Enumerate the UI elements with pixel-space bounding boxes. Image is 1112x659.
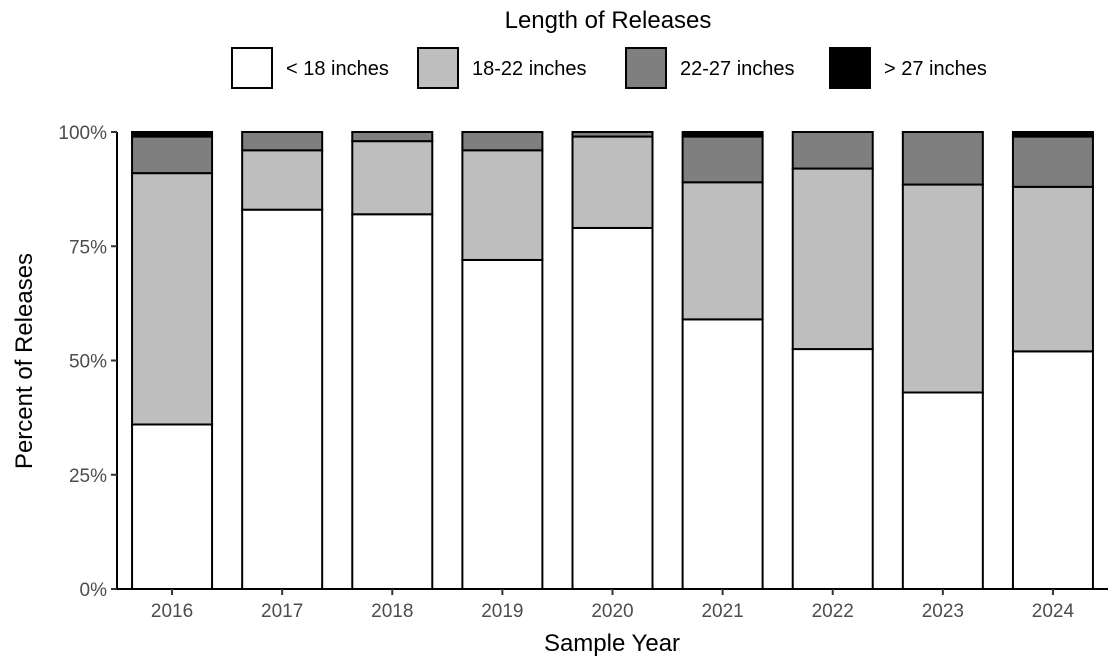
bar-stack-2018 [351,131,434,590]
bar-segment [571,131,654,138]
bar-stack-2021 [681,131,764,590]
bar-segment [571,135,654,229]
legend: Length of Releases < 18 inches 18-22 inch… [231,7,987,89]
x-tick-label: 2021 [701,601,743,622]
bar-segment [131,131,214,138]
legend-swatch [829,47,871,89]
legend-swatch [231,47,273,89]
legend-swatch [417,47,459,89]
bar-segment [901,183,984,394]
bar-segment [241,131,324,152]
bar-stack-2023 [901,131,984,590]
bar-segment [241,149,324,211]
x-tick-label: 2016 [151,601,193,622]
bar-segment [791,131,874,170]
y-tick-label: 25% [69,466,107,487]
legend-title: Length of Releases [505,7,712,34]
bar-segment [1011,185,1094,353]
y-axis-title: Percent of Releases [11,253,38,469]
y-tick-label: 75% [69,237,107,258]
x-axis-title: Sample Year [544,630,680,657]
bar-segment [351,213,434,590]
legend-label: > 27 inches [884,58,987,80]
legend-label: 22-27 inches [680,58,795,80]
x-tick-label: 2020 [591,601,633,622]
x-tick-label: 2022 [812,601,854,622]
bar-segment [461,131,544,152]
bar-segment [791,348,874,591]
legend-label: 18-22 inches [472,58,587,80]
bar-segment [351,140,434,216]
legend-item: > 27 inches [829,47,987,89]
bar-segment [1011,350,1094,590]
bar-segment [241,208,324,590]
bar-segment [681,181,764,321]
bar-stack-2024 [1011,131,1094,590]
x-tick-label: 2024 [1032,601,1075,622]
bar-segment [131,423,214,591]
x-tick-label: 2023 [922,601,964,622]
bar-segment [131,172,214,426]
bar-segment [681,131,764,138]
bar-stack-2022 [791,131,874,591]
x-axis: 2016 2017 2018 2019 2020 2021 2022 2023 2024 [117,588,1108,622]
bar-stack-2017 [241,131,324,590]
x-tick-label: 2019 [481,601,523,622]
bar-segment [1011,135,1094,188]
bar-segment [1011,131,1094,138]
legend-label: < 18 inches [286,58,389,80]
bar-segment [461,149,544,261]
bar-segment [901,391,984,590]
bar-stack-2019 [461,131,544,590]
legend-swatch [625,47,667,89]
bar-stack-2016 [131,131,214,591]
bar-segment [571,226,654,590]
bar-stack-2020 [571,131,654,590]
bar-segment [461,258,544,590]
x-tick-label: 2018 [371,601,413,622]
bar-segment [681,318,764,590]
bars [131,131,1094,591]
bar-segment [901,131,984,186]
x-tick-label: 2017 [261,601,303,622]
legend-items: < 18 inches 18-22 inches 22-27 inches > 27 … [231,47,987,89]
y-tick-label: 100% [58,123,107,144]
bar-segment [791,167,874,351]
y-tick-label: 50% [69,352,107,373]
legend-item: < 18 inches [231,47,389,89]
y-tick-label: 0% [80,580,108,601]
bar-segment [351,131,434,143]
y-axis: 0% 25% 50% 75% 100% [58,123,118,601]
legend-item: 22-27 inches [625,47,795,89]
bar-segment [681,135,764,184]
legend-item: 18-22 inches [417,47,587,89]
bar-segment [131,135,214,175]
